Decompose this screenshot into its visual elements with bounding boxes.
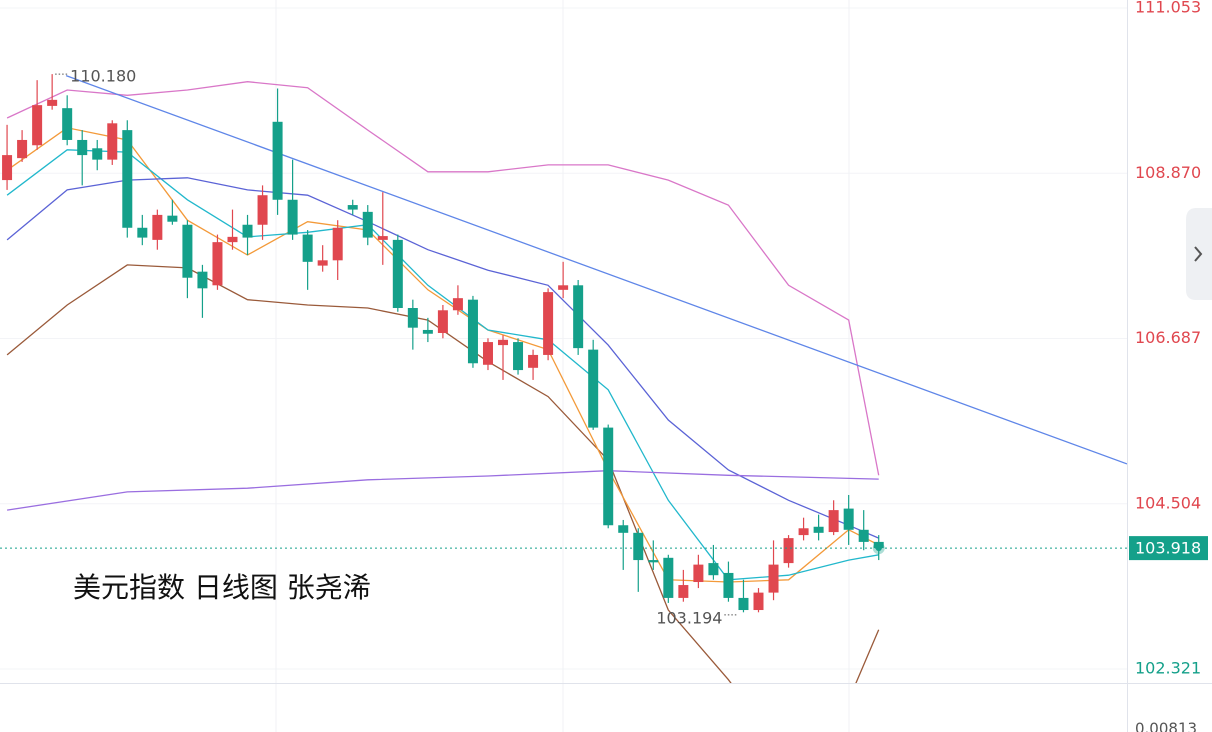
candle-body	[257, 195, 268, 225]
candle-body	[407, 308, 418, 328]
candle-body	[498, 339, 509, 346]
low-label: 103.194	[656, 608, 722, 627]
candle-body	[152, 214, 163, 240]
candle-body	[843, 508, 854, 530]
candle-body	[437, 310, 448, 333]
candle-body	[768, 564, 779, 593]
candle-body	[573, 285, 584, 349]
candle-body	[693, 564, 704, 583]
candle-body	[2, 155, 13, 181]
candle-body	[513, 342, 524, 371]
candle-body	[858, 529, 869, 542]
y-tick-label: 102.321	[1135, 658, 1201, 677]
high-label: 110.180	[70, 67, 136, 86]
candle-body	[62, 108, 73, 140]
y-tick-label: 108.870	[1135, 163, 1201, 182]
indicator-line	[6, 264, 880, 683]
candle-body	[77, 139, 88, 156]
candle-body	[723, 572, 734, 598]
candle-body	[783, 538, 794, 564]
candle-body	[633, 532, 644, 561]
chart-title: 美元指数 日线图 张尧浠	[73, 571, 371, 604]
candle-body	[122, 130, 133, 228]
candle-body	[242, 224, 253, 238]
indicator-line	[6, 177, 879, 539]
y-tick-label: 106.687	[1135, 328, 1201, 347]
indicator-line	[7, 470, 879, 511]
candle-body	[663, 557, 674, 598]
candle-body	[137, 227, 148, 238]
side-panel-toggle[interactable]	[1186, 208, 1212, 300]
indicator-lines	[6, 74, 1127, 683]
candles	[2, 74, 884, 613]
candle-body	[392, 239, 403, 309]
candle-body	[528, 354, 539, 368]
candle-body	[482, 342, 493, 365]
candle-body	[422, 329, 433, 334]
candle-body	[272, 121, 283, 200]
candle-body	[92, 148, 103, 160]
candle-body	[212, 242, 223, 286]
candle-body	[32, 105, 43, 146]
indicator-line	[6, 149, 879, 581]
candle-body	[302, 234, 313, 262]
candle-body	[678, 585, 689, 598]
candle-body	[618, 525, 629, 533]
candle-body	[182, 224, 193, 278]
candle-body	[648, 560, 659, 563]
candle-body	[873, 541, 884, 549]
last-price-dot-core	[875, 545, 882, 552]
indicator-line	[65, 74, 1127, 465]
last-price-label: 103.918	[1135, 539, 1201, 558]
y-tick-label: 104.504	[1135, 493, 1201, 512]
candle-body	[543, 292, 554, 355]
candle-body	[603, 427, 614, 526]
candle-body	[377, 236, 388, 240]
candle-body	[332, 227, 343, 261]
lower-panel-value: 0.00813	[1135, 720, 1197, 732]
candle-body	[588, 349, 599, 428]
candle-body	[167, 215, 178, 222]
candle-body	[17, 139, 28, 159]
candle-body	[558, 285, 569, 290]
grid	[0, 0, 1127, 732]
candle-body	[227, 236, 238, 243]
candle-body	[347, 205, 358, 210]
candle-body	[467, 299, 478, 364]
candle-body	[798, 528, 809, 536]
candle-body	[47, 99, 58, 106]
candle-body	[828, 510, 839, 533]
last-price-box	[1129, 536, 1208, 561]
candle-body	[753, 592, 764, 611]
indicator-line	[6, 127, 879, 583]
indicator-line	[6, 81, 880, 476]
candle-body	[287, 199, 298, 235]
y-tick-label: 111.053	[1135, 0, 1201, 17]
candle-body	[197, 271, 208, 289]
candle-body	[452, 298, 463, 311]
labels: 111.053 108.870 106.687 104.504 102.321 110.1…	[55, 0, 1201, 677]
chevron-icon	[1194, 246, 1203, 262]
candle-body	[362, 211, 373, 238]
candle-body	[708, 563, 719, 576]
candle-body	[107, 123, 118, 160]
candle-body	[317, 260, 328, 266]
candle-body	[813, 526, 824, 533]
candle-body	[738, 597, 749, 611]
